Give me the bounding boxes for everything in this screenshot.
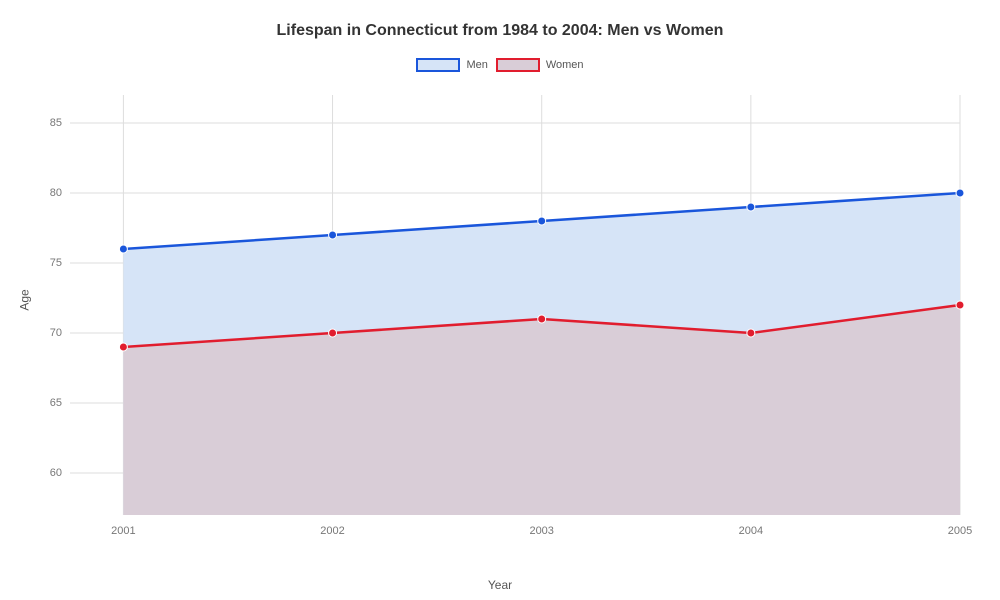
y-axis-label: Age — [18, 289, 32, 310]
x-tick-label: 2005 — [948, 525, 972, 537]
y-tick-label: 85 — [50, 117, 62, 129]
chart-container: Lifespan in Connecticut from 1984 to 200… — [0, 0, 1000, 600]
y-tick-label: 70 — [50, 327, 62, 339]
y-tick-label: 75 — [50, 257, 62, 269]
chart-title: Lifespan in Connecticut from 1984 to 200… — [0, 0, 1000, 40]
legend-label-men: Men — [466, 59, 487, 71]
legend-item-women[interactable]: Women — [496, 58, 584, 72]
x-tick-label: 2001 — [111, 525, 135, 537]
x-tick-label: 2004 — [739, 525, 763, 537]
legend: Men Women — [0, 58, 1000, 72]
x-axis-label: Year — [488, 578, 512, 592]
legend-item-men[interactable]: Men — [416, 58, 487, 72]
legend-label-women: Women — [546, 59, 584, 71]
y-tick-label: 60 — [50, 467, 62, 479]
plot-area: 606570758085 20012002200320042005 — [70, 95, 960, 515]
x-tick-label: 2002 — [320, 525, 344, 537]
plot-svg — [70, 95, 960, 515]
legend-swatch-women — [496, 58, 540, 72]
y-tick-label: 65 — [50, 397, 62, 409]
legend-swatch-men — [416, 58, 460, 72]
y-tick-label: 80 — [50, 187, 62, 199]
x-tick-label: 2003 — [529, 525, 553, 537]
